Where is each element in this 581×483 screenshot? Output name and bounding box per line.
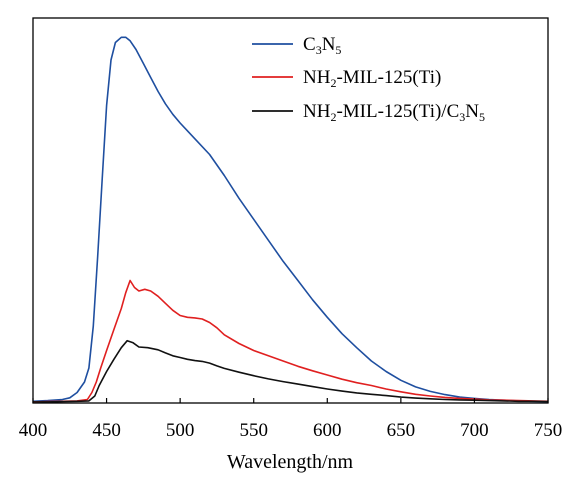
x-axis: 400 450 500 550 600 650 700 750 [19,398,563,441]
series-line-2 [32,279,549,403]
x-tick-label: 450 [92,420,121,441]
legend-label-1: C3N5 [303,34,341,57]
x-tick-label: 600 [313,420,342,441]
series-line-1 [32,36,549,403]
x-tick-label: 700 [460,420,489,441]
x-tick-label: 550 [239,420,268,441]
legend: C3N5 NH2-MIL-125(Ti) NH2-MIL-125(Ti)/C3N5 [252,34,485,124]
series-layer [32,36,549,403]
series-line-3 [33,339,549,403]
x-tick-label: 650 [387,420,416,441]
plot-frame [32,17,549,404]
x-tick-label: 400 [19,420,48,441]
x-tick-label: 750 [534,420,563,441]
x-tick-label: 500 [166,420,195,441]
legend-label-2: NH2-MIL-125(Ti) [303,67,441,90]
x-axis-title: Wavelength/nm [227,451,354,473]
legend-label-3: NH2-MIL-125(Ti)/C3N5 [303,101,485,124]
